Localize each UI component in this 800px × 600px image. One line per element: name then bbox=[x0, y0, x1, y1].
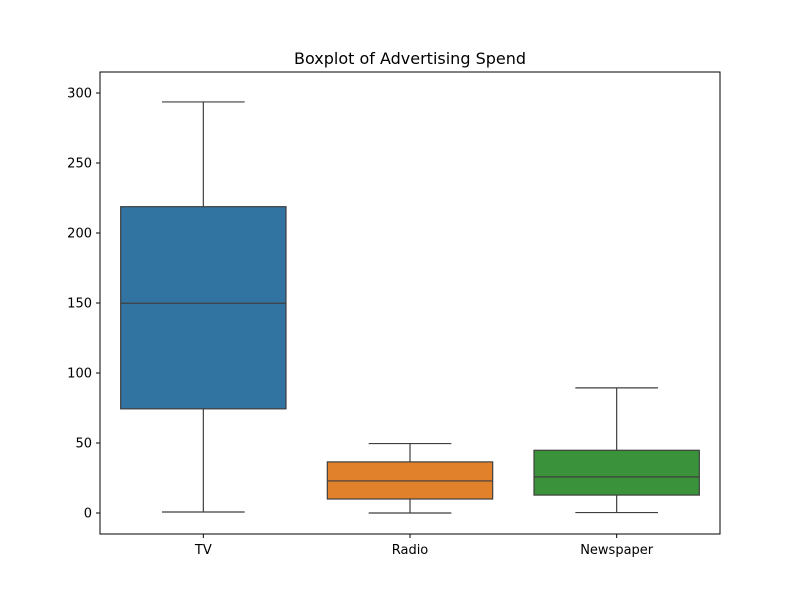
x-tick-label: Radio bbox=[392, 543, 429, 558]
y-tick-label: 100 bbox=[67, 367, 92, 382]
y-tick-label: 200 bbox=[67, 227, 92, 242]
x-tick-label: TV bbox=[194, 543, 212, 558]
y-tick-label: 250 bbox=[67, 157, 92, 172]
box-group-tv bbox=[120, 101, 287, 513]
y-tick-label: 50 bbox=[75, 437, 92, 452]
box-group-radio bbox=[326, 442, 494, 514]
y-tick-label: 300 bbox=[67, 87, 92, 102]
y-tick-label: 150 bbox=[67, 297, 92, 312]
chart-title: Boxplot of Advertising Spend bbox=[294, 49, 526, 68]
y-tick-label: 0 bbox=[84, 507, 92, 522]
plot-frame bbox=[99, 71, 721, 535]
x-tick-label: Newspaper bbox=[580, 543, 654, 558]
iqr-box bbox=[120, 206, 287, 410]
iqr-box bbox=[533, 449, 700, 496]
box-group-newspaper bbox=[533, 387, 700, 514]
